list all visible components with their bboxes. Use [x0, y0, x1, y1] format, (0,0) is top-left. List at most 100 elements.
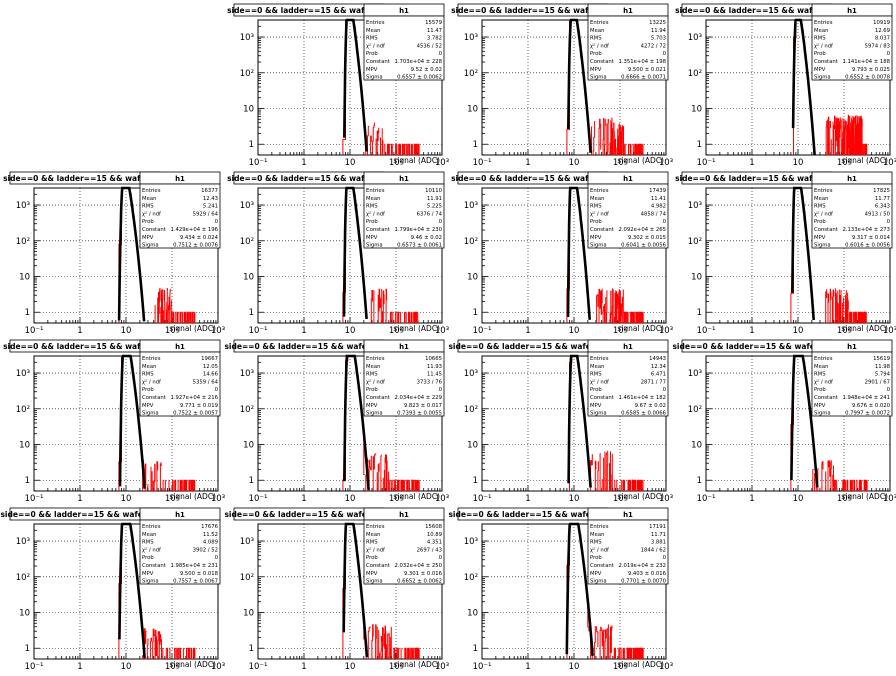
x-axis-label: signal (ADC)	[393, 492, 440, 501]
stats-value: 9.46 ± 0.02	[411, 235, 442, 241]
y-tick-label: 1	[25, 308, 30, 318]
stats-value: 11.98	[875, 364, 891, 370]
stats-value: 4536 / 52	[417, 43, 442, 49]
stats-label: Mean	[142, 532, 156, 538]
y-tick-label: 1	[473, 140, 478, 150]
stats-value: 2901 / 67	[865, 379, 890, 385]
x-tick-label: 10⁻¹	[473, 326, 492, 336]
x-tick-label: 10	[793, 158, 804, 168]
stats-label: Sigma	[366, 75, 383, 81]
stats-value: 2.133e+04 ± 273	[842, 227, 890, 233]
data-histogram	[841, 291, 842, 323]
stats-label: RMS	[366, 540, 378, 546]
stats-value: 3902 / 52	[193, 547, 218, 553]
x-axis-label: signal (ADC)	[841, 156, 888, 165]
stats-value: 5929 / 64	[193, 211, 219, 217]
x-tick-label: 10⁻¹	[697, 326, 716, 336]
x-tick-label: 10	[121, 662, 132, 672]
data-histogram	[155, 306, 156, 323]
stats-value: 11.45	[427, 372, 442, 378]
y-tick-label: 10	[243, 105, 254, 115]
stats-label: Sigma	[366, 243, 383, 249]
stats-value: 3.881	[651, 540, 666, 546]
stats-histogram-name: h1	[175, 343, 185, 351]
stats-label: MPV	[814, 67, 826, 73]
stats-value: 0.6652 ± 0.0062	[397, 579, 442, 585]
x-axis-label: signal (ADC)	[841, 492, 888, 501]
stats-histogram-name: h1	[623, 511, 633, 519]
stats-label: Sigma	[814, 411, 831, 417]
stats-value: 5359 / 64	[193, 379, 219, 385]
y-tick-label: 10	[19, 609, 30, 619]
stats-label: MPV	[366, 571, 378, 577]
y-tick-label: 10	[467, 609, 478, 619]
stats-value: 1.461e+04 ± 182	[618, 395, 666, 401]
y-tick-label: 1	[249, 308, 254, 318]
stats-value: 4.351	[427, 540, 442, 546]
data-histogram	[385, 626, 386, 659]
stats-value: 2.019e+04 ± 232	[618, 563, 666, 569]
y-tick-label: 10²	[240, 69, 254, 79]
stats-label: MPV	[366, 67, 378, 73]
x-tick-label: 1	[749, 158, 754, 168]
y-tick-label: 10³	[16, 369, 30, 379]
stats-value: 17676	[201, 524, 218, 530]
stats-label: Prob	[142, 555, 154, 561]
y-tick-label: 1	[249, 476, 254, 486]
stats-value: 1.927e+04 ± 216	[170, 395, 218, 401]
y-tick-label: 10²	[240, 405, 254, 415]
stats-label: χ² / ndf	[142, 210, 161, 217]
stats-label: Entries	[814, 20, 833, 26]
x-axis-label: signal (ADC)	[617, 660, 664, 669]
y-tick-label: 10³	[240, 537, 254, 547]
stats-label: RMS	[366, 372, 378, 378]
stats-label: Entries	[590, 356, 609, 362]
stats-value: 9.52 ± 0.02	[411, 67, 442, 73]
stats-label: RMS	[590, 540, 602, 546]
stats-value: 14943	[649, 356, 666, 362]
stats-label: Constant	[590, 227, 614, 233]
stats-value: 10665	[425, 356, 442, 362]
stats-histogram-name: h1	[847, 343, 857, 351]
y-tick-label: 10²	[464, 405, 478, 415]
stats-value: 0.6573 ± 0.0061	[397, 243, 442, 249]
stats-value: 6.343	[875, 204, 890, 210]
stats-label: MPV	[366, 403, 378, 409]
stats-value: 0.6666 ± 0.0071	[621, 75, 666, 81]
stats-label: RMS	[814, 204, 826, 210]
y-tick-label: 1	[697, 140, 702, 150]
stats-label: χ² / ndf	[590, 210, 609, 217]
y-tick-label: 10³	[464, 537, 478, 547]
stats-label: χ² / ndf	[366, 546, 385, 553]
x-tick-label: 1	[525, 326, 530, 336]
stats-value: 10919	[873, 20, 890, 26]
stats-label: Prob	[590, 51, 602, 57]
stats-label: RMS	[366, 204, 378, 210]
stats-label: Mean	[590, 532, 604, 538]
stats-value: 1844 / 62	[641, 547, 666, 553]
y-tick-label: 10²	[240, 573, 254, 583]
stats-label: Sigma	[590, 579, 607, 585]
stats-value: 5.225	[427, 204, 442, 210]
x-tick-label: 10	[345, 326, 356, 336]
stats-label: Constant	[590, 59, 614, 65]
stats-label: Sigma	[590, 243, 607, 249]
stats-label: Constant	[366, 563, 390, 569]
stats-label: Prob	[366, 555, 378, 561]
y-tick-label: 10³	[16, 537, 30, 547]
stats-label: Sigma	[590, 411, 607, 417]
stats-label: Prob	[366, 219, 378, 225]
data-histogram	[377, 627, 378, 659]
stats-label: MPV	[590, 571, 602, 577]
y-tick-label: 1	[473, 308, 478, 318]
x-tick-label: 1	[749, 494, 754, 504]
y-tick-label: 10³	[464, 369, 478, 379]
y-tick-label: 10³	[464, 33, 478, 43]
stats-label: χ² / ndf	[814, 210, 833, 217]
stats-label: χ² / ndf	[366, 42, 385, 49]
